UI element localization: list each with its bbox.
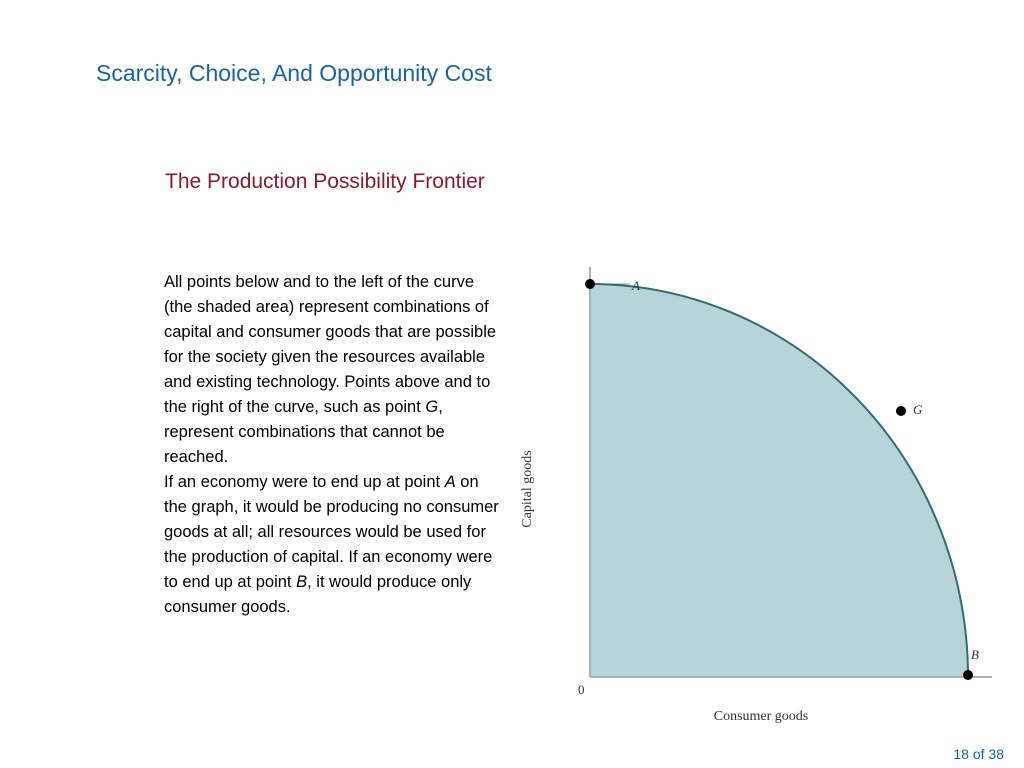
point-b-marker (963, 670, 973, 680)
feasible-region (590, 284, 968, 677)
paragraph-1-point-g: G (425, 398, 439, 416)
point-a-label: A (631, 278, 640, 293)
paragraph-endpoints: If an economy were to end up at point A … (164, 470, 504, 620)
point-g-label: G (913, 402, 923, 417)
paragraph-2-text-b: on the graph, it would be producing no c… (164, 473, 499, 591)
paragraph-1-text-b: , represent combinations that cannot be … (164, 398, 445, 466)
ppf-diagram: A B G 0 Capital goods Consumer goods (520, 267, 992, 724)
paragraph-2-point-b: B (296, 573, 308, 591)
y-axis-label: Capital goods (520, 450, 535, 527)
point-a-marker (585, 279, 595, 289)
paragraph-2-text-a: If an economy were to end up at point (164, 473, 445, 491)
page-number: 18 of 38 (953, 746, 1004, 762)
slide-title: Scarcity, Choice, And Opportunity Cost (96, 60, 492, 86)
paragraph-feasible-points: All points below and to the left of the … (164, 270, 504, 470)
slide-subtitle: The Production Possibility Frontier (165, 170, 485, 193)
paragraph-2-text-c: , it would produce only consumer goods. (164, 573, 472, 616)
body-text: All points below and to the left of the … (164, 270, 504, 620)
paragraph-1-text-a: All points below and to the left of the … (164, 273, 497, 416)
x-axis-label: Consumer goods (714, 709, 809, 724)
point-b-label: B (971, 647, 979, 662)
paragraph-2-point-a: A (444, 473, 456, 491)
point-g-marker (896, 406, 906, 416)
ppf-curve (589, 283, 969, 678)
origin-label: 0 (578, 682, 585, 697)
